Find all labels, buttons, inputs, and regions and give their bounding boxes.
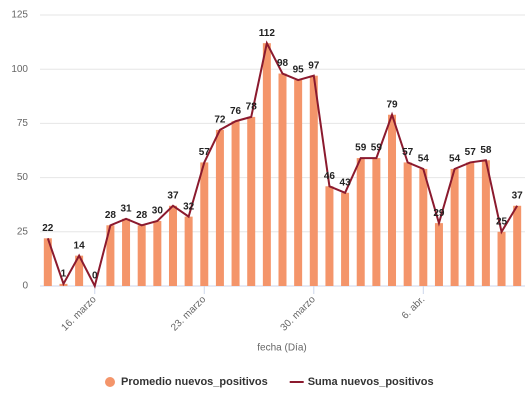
data-label: 29 (433, 208, 445, 219)
data-label: 46 (324, 171, 336, 182)
legend-swatch (105, 377, 115, 387)
data-label: 57 (465, 147, 477, 158)
bar (262, 43, 271, 287)
y-tick-label: 50 (17, 172, 29, 183)
data-label: 37 (512, 190, 524, 201)
x-tick-label: 23. marzo (169, 294, 209, 334)
bar (341, 192, 350, 286)
legend-label: Suma nuevos_positivos (308, 376, 434, 388)
data-label: 32 (183, 201, 195, 212)
bar (137, 225, 146, 286)
data-label: 22 (42, 223, 54, 234)
bar (294, 80, 303, 286)
bar (403, 162, 412, 286)
bar (184, 216, 193, 286)
data-label: 1 (61, 268, 67, 279)
x-tick-label: 6. abr. (400, 294, 427, 321)
bar (309, 75, 318, 286)
bar (325, 186, 334, 286)
bar (106, 225, 115, 286)
bar (168, 205, 177, 286)
data-label: 31 (120, 203, 132, 214)
x-axis-title: fecha (Día) (257, 343, 306, 354)
bar (434, 223, 443, 286)
data-label: 43 (340, 177, 352, 188)
bar (356, 158, 365, 286)
y-tick-label: 100 (11, 64, 28, 75)
bar (200, 162, 209, 286)
data-label: 57 (199, 147, 211, 158)
data-label: 59 (371, 143, 383, 154)
data-label: 28 (136, 210, 148, 221)
bar (466, 162, 475, 286)
data-label: 0 (92, 271, 98, 282)
data-label: 14 (74, 240, 86, 251)
data-label: 54 (418, 154, 430, 165)
data-label: 30 (152, 206, 164, 217)
bar (497, 231, 506, 286)
bar (513, 205, 522, 286)
bar (153, 220, 162, 286)
data-label: 58 (480, 145, 492, 156)
y-tick-label: 25 (17, 226, 29, 237)
bar (231, 121, 240, 287)
bar (43, 238, 52, 286)
data-label: 78 (246, 102, 258, 113)
bar (481, 160, 490, 286)
data-label: 95 (293, 65, 305, 76)
bar (450, 168, 459, 286)
x-tick-label: 30. marzo (279, 294, 319, 334)
data-label: 37 (167, 190, 179, 201)
data-label: 98 (277, 58, 289, 69)
data-label: 25 (496, 216, 508, 227)
data-label: 59 (355, 143, 367, 154)
bar (419, 168, 428, 286)
data-label: 79 (386, 99, 398, 110)
bar (75, 255, 84, 286)
y-tick-label: 0 (22, 281, 28, 292)
data-label: 28 (105, 210, 117, 221)
data-label: 112 (259, 28, 276, 39)
legend-label: Promedio nuevos_positivos (121, 376, 268, 388)
bar (372, 158, 381, 286)
data-label: 76 (230, 106, 242, 117)
line (46, 40, 519, 289)
bar (215, 129, 224, 286)
bar (122, 218, 131, 286)
data-label: 72 (214, 115, 226, 126)
x-tick-label: 16. marzo (60, 294, 100, 334)
bar (388, 114, 397, 286)
bar (278, 73, 287, 286)
bar (247, 116, 256, 286)
data-label: 97 (308, 60, 320, 71)
y-tick-label: 125 (11, 10, 28, 21)
data-label: 54 (449, 154, 461, 165)
data-label: 57 (402, 147, 414, 158)
y-tick-label: 75 (17, 118, 29, 129)
